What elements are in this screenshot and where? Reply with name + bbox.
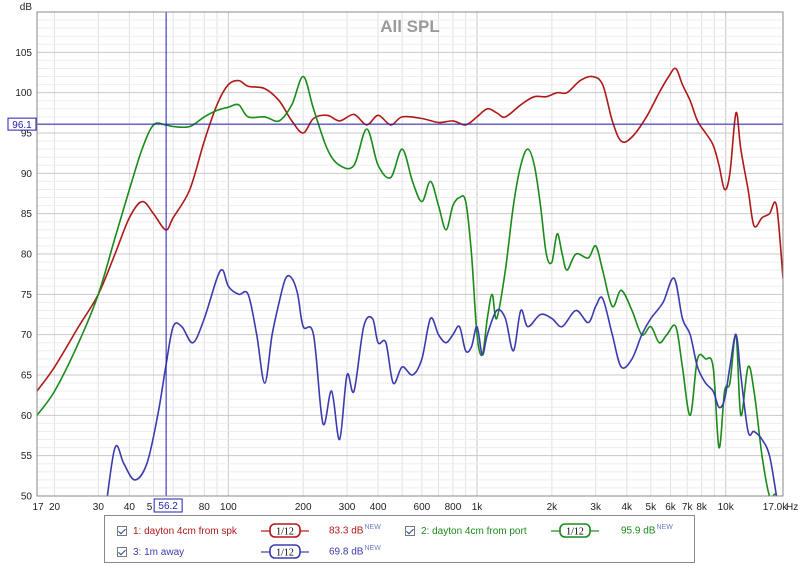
y-tick-label: 70 bbox=[21, 330, 33, 341]
cursor-x-label: 56.2 bbox=[158, 501, 178, 512]
legend-panel: 1: dayton 4cm from spk 1/12 83.3 dBNEW 2… bbox=[104, 515, 695, 563]
chart-title: All SPL bbox=[380, 17, 440, 36]
legend-item-1[interactable]: 1: dayton 4cm from spk bbox=[117, 522, 237, 540]
y-tick-label: 95 bbox=[21, 129, 33, 140]
y-tick-label: 50 bbox=[21, 492, 33, 503]
x-tick-label: 30 bbox=[93, 502, 105, 513]
legend-value-2: 95.9 dBNEW bbox=[621, 524, 673, 536]
value-text: 95.9 dB bbox=[621, 525, 656, 537]
cursor-x-box bbox=[153, 498, 183, 513]
legend-value-3: 69.8 dBNEW bbox=[329, 545, 381, 557]
x-tick-label: 100 bbox=[220, 502, 237, 513]
x-tick-label: 4k bbox=[621, 502, 633, 513]
x-tick-label: 8k bbox=[696, 502, 708, 513]
legend-row: 3: 1m away 1/12 69.8 dBNEW bbox=[105, 541, 694, 563]
new-badge: NEW bbox=[364, 524, 381, 531]
y-tick-label: 60 bbox=[21, 411, 33, 422]
value-text: 83.3 dB bbox=[329, 525, 364, 537]
legend-label: 3: 1m away bbox=[133, 546, 185, 558]
x-tick-label: 20 bbox=[49, 502, 61, 513]
spl-chart[interactable]: 50 55 60 65 70 75 80 85 90 95 100 105 dB 17 20 30 40 5 80 1… bbox=[0, 0, 800, 515]
legend-label: 1: dayton 4cm from spk bbox=[133, 525, 237, 537]
new-badge: NEW bbox=[656, 524, 673, 531]
smoothing-label: 1/12 bbox=[566, 527, 584, 538]
y-tick-label: 105 bbox=[15, 48, 32, 59]
plot-frame bbox=[36, 11, 784, 497]
series-line-3 bbox=[106, 268, 778, 496]
x-tick-label: 5k bbox=[646, 502, 658, 513]
x-tick-label: 800 bbox=[445, 502, 462, 513]
y-tick-label: 85 bbox=[21, 209, 33, 220]
x-tick-label: 1k bbox=[472, 502, 484, 513]
y-tick-label: 90 bbox=[21, 169, 33, 180]
x-tick-label: 6k bbox=[665, 502, 677, 513]
cursor-y-label: 96.1 bbox=[12, 120, 32, 131]
y-tick-label: 80 bbox=[21, 250, 33, 261]
legend-item-3[interactable]: 3: 1m away bbox=[117, 543, 184, 561]
y-axis-label: dB bbox=[20, 2, 33, 13]
x-tick-label: 300 bbox=[339, 502, 356, 513]
value-text: 69.8 dB bbox=[329, 546, 364, 558]
x-tick-label: 17.0k bbox=[763, 502, 788, 513]
smoothing-label: 1/12 bbox=[276, 548, 294, 559]
series-line-1 bbox=[37, 67, 783, 392]
y-tick-label: 55 bbox=[21, 451, 33, 462]
x-tick-label: 2k bbox=[547, 502, 559, 513]
x-tick-label: 200 bbox=[295, 502, 312, 513]
x-tick-label: 7k bbox=[682, 502, 694, 513]
checkbox[interactable] bbox=[117, 547, 127, 557]
x-tick-label: 17 bbox=[32, 502, 44, 513]
x-tick-label: 5 bbox=[147, 502, 153, 513]
legend-label: 2: dayton 4cm from port bbox=[421, 525, 527, 537]
smoothing-icon[interactable]: 1/12 bbox=[551, 523, 599, 538]
x-tick-label: 80 bbox=[199, 502, 211, 513]
y-tick-label: 100 bbox=[15, 88, 32, 99]
y-tick-label: 75 bbox=[21, 290, 33, 301]
legend-item-2[interactable]: 2: dayton 4cm from port bbox=[405, 522, 527, 540]
x-tick-label: 600 bbox=[414, 502, 431, 513]
legend-row: 1: dayton 4cm from spk 1/12 83.3 dBNEW 2… bbox=[105, 520, 694, 542]
smoothing-label: 1/12 bbox=[276, 527, 294, 538]
smoothing-icon[interactable]: 1/12 bbox=[261, 544, 309, 559]
series-line-2 bbox=[37, 75, 778, 496]
checkbox[interactable] bbox=[117, 526, 127, 536]
checkbox[interactable] bbox=[405, 526, 415, 536]
legend-value-1: 83.3 dBNEW bbox=[329, 524, 381, 536]
x-tick-label: 3k bbox=[590, 502, 602, 513]
smoothing-icon[interactable]: 1/12 bbox=[261, 523, 309, 538]
x-unit-label: Hz bbox=[786, 502, 798, 513]
x-tick-label: 400 bbox=[370, 502, 387, 513]
cursor-y-box bbox=[7, 117, 37, 131]
x-tick-label: 40 bbox=[124, 502, 136, 513]
x-tick-label: 10k bbox=[718, 502, 735, 513]
new-badge: NEW bbox=[364, 545, 381, 552]
y-tick-label: 65 bbox=[21, 371, 33, 382]
